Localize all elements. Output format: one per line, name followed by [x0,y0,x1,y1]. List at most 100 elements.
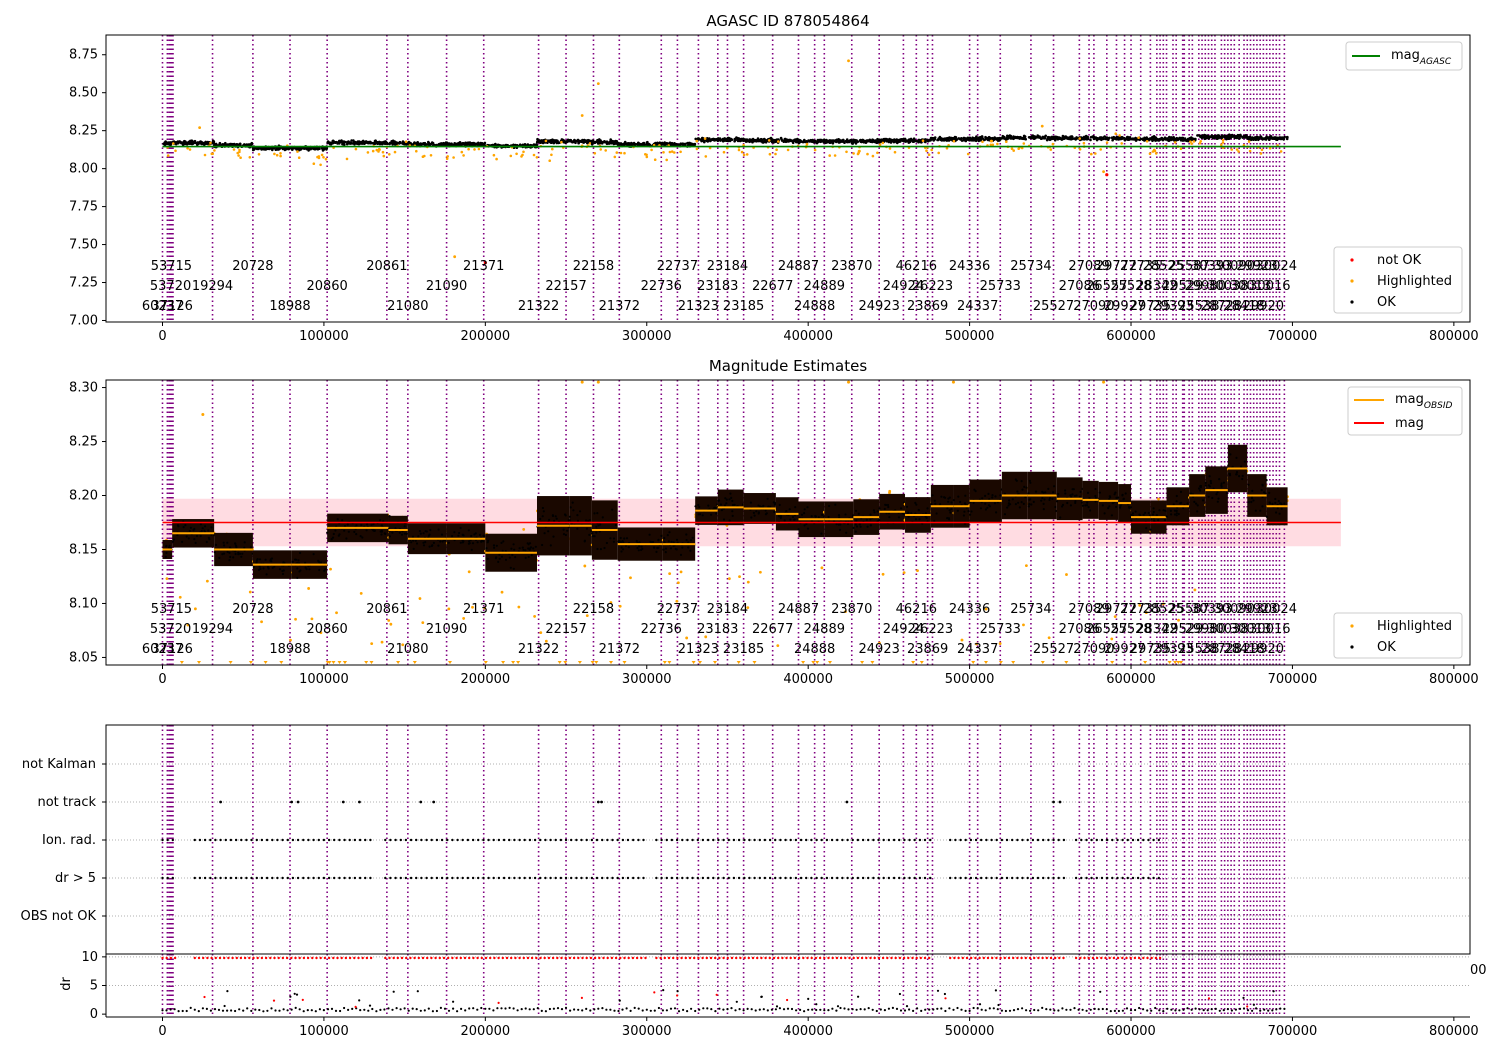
ok-point [892,140,896,144]
obsid-label: 22737 [657,259,698,274]
ok-point [1020,501,1023,504]
ok-point [498,557,501,560]
highlighted-point [673,151,676,154]
ok-point [395,141,399,145]
highlighted-point [467,147,470,151]
ok-point [222,541,225,544]
highlighted-point [551,147,554,151]
ok-point [927,139,931,142]
ok-point [359,535,362,538]
ok-point [524,549,527,552]
ok-point [823,140,827,143]
ok-point [529,547,532,550]
ok-point [967,510,970,513]
ok-point [320,146,324,150]
ok-point [618,540,621,543]
ok-point [749,501,753,504]
ok-point [441,143,444,147]
ok-point [571,501,574,504]
obsid-label: 20861 [366,259,407,274]
ok-point [620,550,623,553]
ok-point [779,514,783,518]
highlighted-point [354,147,358,151]
ok-point [1175,136,1179,140]
highlighted-point [888,147,892,150]
ok-point [1215,136,1219,139]
ok-point [1041,490,1044,493]
highlighted-point [1145,140,1149,143]
ok-point [666,534,669,537]
highlighted-point [382,154,386,158]
ok-point [163,142,167,146]
ok-point [185,535,188,538]
ok-point [780,139,784,142]
ok-point [614,142,618,145]
ok-point [224,142,227,146]
x-tick-label: 200000 [461,329,511,344]
ok-point [1260,137,1264,140]
ok-point [179,141,183,144]
ok-point [418,529,421,533]
ok-point [766,497,769,500]
ok-point [218,142,221,146]
ok-point [934,502,937,505]
highlighted-point [462,154,465,157]
ok-point [701,514,704,517]
legend-black-dot-swatch [1350,300,1354,304]
y-tick-label: 7.50 [69,238,98,253]
obsid-label: 25734 [1010,259,1051,274]
ok-point [482,534,485,537]
ok-point [1075,494,1078,497]
highlighted-point [1010,147,1014,150]
highlighted-point [878,143,882,146]
ok-point [468,542,471,545]
ok-point [458,531,461,535]
highlighted-point [404,140,408,143]
ok-point [717,137,720,140]
ok-point [572,509,575,512]
highlighted-point [1120,142,1123,145]
ok-point [1071,493,1074,496]
ok-point [494,142,497,146]
highlighted-point [937,151,940,155]
ok-point [569,506,572,509]
ok-point [508,556,511,559]
highlighted-point [238,148,241,152]
ok-point [952,499,955,502]
ok-point [797,141,801,145]
ok-point [188,142,192,145]
ok-point [361,536,364,539]
highlighted-point [319,163,322,167]
ok-point [668,141,672,145]
y-tick-label: 8.75 [69,48,98,63]
x-tick-label: 0 [158,329,166,344]
ok-point [918,518,921,521]
ok-point [1086,501,1089,504]
y-tick-label: 8.00 [69,162,98,177]
ok-point [675,538,679,542]
ok-point [259,567,262,571]
highlighted-point [1148,152,1152,155]
ok-point [542,510,545,513]
ok-point [583,539,587,542]
ok-point [722,518,726,521]
ok-point [223,544,226,547]
ok-point [332,532,335,536]
ok-point [857,512,860,515]
ok-point [461,541,464,544]
ok-point [729,492,732,495]
ok-point [791,515,795,519]
ok-point [753,514,756,517]
ok-point [817,516,820,519]
ok-point [783,519,786,522]
ok-point [232,556,235,559]
ok-point [343,525,347,528]
ok-point [532,547,535,550]
ok-point [380,533,383,536]
highlighted-point [665,158,668,162]
highlighted-point [210,152,214,156]
ok-point [1064,489,1067,492]
ok-point [188,529,191,533]
highlighted-point [925,149,928,152]
ok-point [888,516,891,519]
